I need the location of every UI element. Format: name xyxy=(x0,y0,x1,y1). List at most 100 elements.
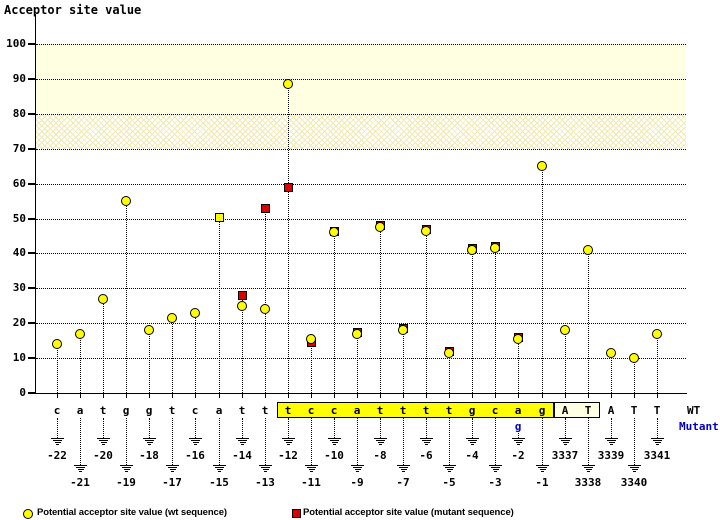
wt-row-label: WT xyxy=(687,404,701,417)
position-label: -16 xyxy=(185,449,205,462)
x-axis-tick xyxy=(472,394,473,398)
position-stem-line xyxy=(495,418,496,465)
position-arrow-icon xyxy=(351,465,364,474)
chart-title: Acceptor site value xyxy=(4,3,142,17)
position-label: -1 xyxy=(535,476,549,489)
x-axis-tick xyxy=(403,394,404,398)
plot-area: 0 10 20 30 40 50 60 70 80 90 100 c -22 a -21 t -20 g -19 g -… xyxy=(6,14,687,489)
wt-point xyxy=(606,348,616,358)
y-tick xyxy=(28,78,35,80)
position-stem-line xyxy=(219,418,220,465)
mutant-point xyxy=(238,291,247,300)
seq-letter: g xyxy=(122,404,130,417)
stem-line xyxy=(126,201,127,393)
seq-letter: g xyxy=(538,404,546,417)
position-arrow-icon xyxy=(143,438,156,447)
seq-letter: c xyxy=(330,404,338,417)
stem-line xyxy=(195,313,196,393)
x-axis-tick xyxy=(195,394,196,398)
position-stem-line xyxy=(57,418,58,438)
x-axis-tick xyxy=(126,394,127,398)
stem-line xyxy=(657,334,658,393)
position-label: 3339 xyxy=(597,449,625,462)
position-label: 3338 xyxy=(574,476,602,489)
y-tick xyxy=(28,113,35,115)
y-tick xyxy=(28,43,35,45)
position-arrow-icon xyxy=(282,438,295,447)
y-tick-label: 0 xyxy=(19,386,26,399)
exon-box xyxy=(554,402,600,418)
wt-point xyxy=(583,245,593,255)
x-axis-tick xyxy=(80,394,81,398)
position-arrow-icon xyxy=(120,465,133,474)
gridline xyxy=(36,358,686,359)
legend-wt-label: Potential acceptor site value (wt sequen… xyxy=(37,507,227,518)
x-axis-tick xyxy=(172,394,173,398)
position-label: -20 xyxy=(93,449,113,462)
y-tick-label: 10 xyxy=(12,351,26,364)
position-arrow-icon xyxy=(651,438,664,447)
position-label: -2 xyxy=(511,449,525,462)
wt-point xyxy=(121,196,131,206)
gridline xyxy=(36,114,686,115)
wt-point xyxy=(283,79,293,89)
position-stem-line xyxy=(380,418,381,438)
position-stem-line xyxy=(195,418,196,438)
stem-line xyxy=(380,225,381,393)
mutant-point xyxy=(284,183,293,192)
position-arrow-icon xyxy=(213,465,226,474)
y-tick xyxy=(28,218,35,220)
seq-letter: c xyxy=(53,404,61,417)
wt-point xyxy=(75,329,85,339)
gridline xyxy=(36,184,686,185)
wt-point xyxy=(467,245,477,255)
stem-line xyxy=(542,166,543,393)
stem-line xyxy=(565,330,566,393)
seq-letter: T xyxy=(584,404,592,417)
y-tick-label: 40 xyxy=(12,246,26,259)
position-label: 3340 xyxy=(620,476,648,489)
position-stem-line xyxy=(518,433,519,438)
wt-point xyxy=(352,329,362,339)
stem-line xyxy=(426,229,427,393)
seq-letter: g xyxy=(145,404,153,417)
wt-point xyxy=(490,243,500,253)
position-label: -9 xyxy=(350,476,364,489)
x-axis-tick xyxy=(518,394,519,398)
position-label: -6 xyxy=(419,449,433,462)
score-band-hatch xyxy=(36,114,686,149)
gridline xyxy=(36,288,686,289)
wt-point xyxy=(629,353,639,363)
wt-point xyxy=(421,226,431,236)
x-axis-tick xyxy=(588,394,589,398)
position-label: -21 xyxy=(70,476,90,489)
stem-line xyxy=(472,248,473,393)
position-arrow-icon xyxy=(305,465,318,474)
x-axis-tick xyxy=(611,394,612,398)
position-label: -18 xyxy=(139,449,159,462)
x-axis-tick xyxy=(149,394,150,398)
stem-line xyxy=(357,332,358,393)
position-arrow-icon xyxy=(512,438,525,447)
x-axis-tick xyxy=(311,394,312,398)
x-axis-tick xyxy=(380,394,381,398)
position-stem-line xyxy=(334,418,335,438)
mutant-row-label: Mutant xyxy=(679,420,719,433)
stem-line xyxy=(149,330,150,393)
wt-point xyxy=(144,325,154,335)
position-label: -5 xyxy=(442,476,456,489)
position-label: 3341 xyxy=(643,449,671,462)
x-axis-tick xyxy=(242,394,243,398)
position-stem-line xyxy=(611,418,612,438)
position-arrow-icon xyxy=(489,465,502,474)
stem-line xyxy=(57,344,58,393)
position-arrow-icon xyxy=(466,438,479,447)
legend-wt-marker-icon xyxy=(23,509,33,519)
x-axis-tick xyxy=(449,394,450,398)
position-stem-line xyxy=(542,418,543,465)
position-stem-line xyxy=(426,418,427,438)
y-tick xyxy=(28,183,35,185)
position-label: -13 xyxy=(255,476,275,489)
legend-mutant-label: Potential acceptor site value (mutant se… xyxy=(303,507,514,518)
x-axis-tick xyxy=(357,394,358,398)
